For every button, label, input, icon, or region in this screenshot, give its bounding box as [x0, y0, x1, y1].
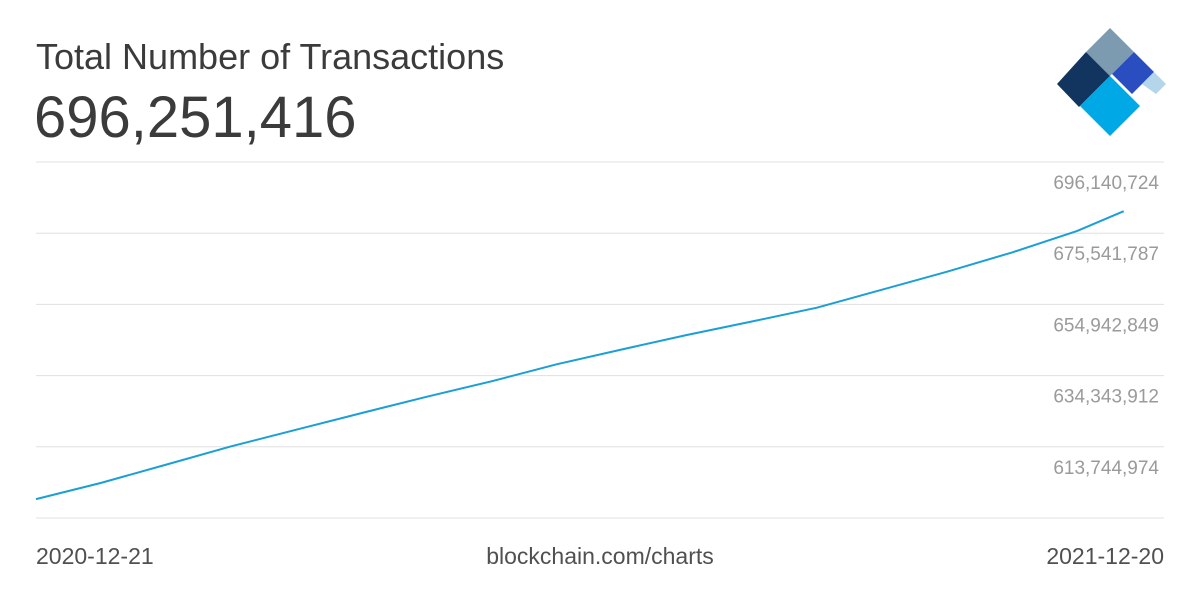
x-axis-end-label: 2021-12-20	[1046, 543, 1164, 569]
y-tick-label: 654,942,849	[1053, 315, 1159, 336]
total-value: 696,251,416	[34, 85, 357, 150]
grid-lines	[36, 161, 1164, 519]
logo-tile-left	[1057, 52, 1110, 107]
logo-tile-far-right	[1142, 72, 1166, 94]
series-line	[35, 210, 1125, 501]
y-tick-label: 696,140,724	[1053, 173, 1159, 194]
x-axis-start-label: 2020-12-21	[36, 543, 154, 569]
y-tick-label: 613,744,974	[1053, 458, 1159, 479]
y-axis-ticks: 613,744,974 634,343,912 654,942,849 675,541…	[1053, 173, 1159, 479]
y-tick-label: 675,541,787	[1053, 244, 1159, 265]
logo-tile-bottom	[1080, 76, 1140, 136]
chart-title: Total Number of Transactions	[36, 36, 505, 77]
source-label: blockchain.com/charts	[486, 543, 714, 569]
logo-tile-right	[1112, 52, 1154, 94]
blockchain-logo-icon	[1057, 28, 1166, 136]
y-tick-label: 634,343,912	[1053, 387, 1159, 408]
